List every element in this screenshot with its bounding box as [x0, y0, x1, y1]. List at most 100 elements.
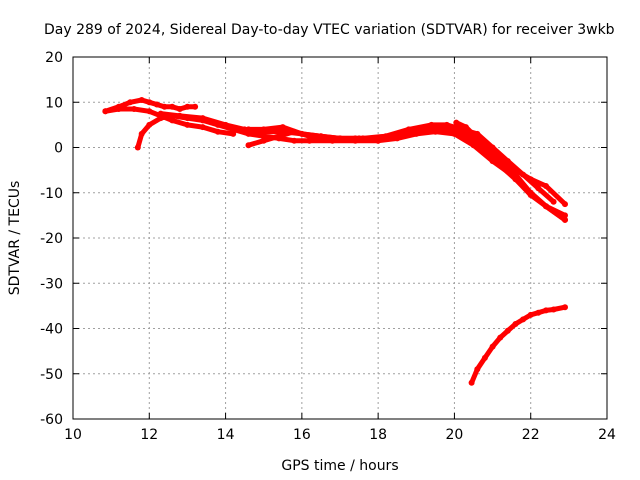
x-tick-label: 18: [369, 427, 387, 443]
x-tick-labels: 10 12 14 16 18 20 22 24: [64, 427, 616, 443]
data-point: [138, 97, 145, 103]
x-tick-label: 12: [140, 427, 158, 443]
data-point: [485, 149, 492, 155]
data-point: [428, 121, 435, 128]
y-tick-label: -10: [40, 186, 63, 202]
data-point: [562, 201, 568, 208]
data-point: [520, 316, 527, 323]
data-point: [550, 198, 557, 205]
data-point: [543, 203, 549, 210]
x-tick-label: 20: [446, 427, 464, 443]
series-track-g: [453, 119, 568, 223]
chart-title: Day 289 of 2024, Sidereal Day-to-day VTE…: [44, 22, 615, 38]
data-point: [527, 311, 534, 318]
data-point: [481, 354, 488, 361]
data-point: [543, 307, 549, 314]
series-line: [246, 122, 557, 205]
x-tick-label: 22: [522, 427, 540, 443]
data-point: [222, 121, 229, 128]
data-point: [462, 124, 469, 131]
series-line: [469, 304, 568, 386]
data-point: [359, 135, 366, 142]
data-point: [153, 101, 160, 108]
y-tick-label: -50: [40, 367, 63, 383]
x-tick-label: 14: [217, 427, 235, 443]
data-point: [279, 124, 286, 131]
data-point: [562, 304, 568, 311]
data-point: [489, 343, 496, 350]
data-point: [489, 144, 496, 151]
y-tick-label: -60: [40, 412, 63, 428]
data-point: [543, 183, 549, 189]
y-tick-label: 0: [54, 141, 63, 157]
data-point: [199, 115, 206, 122]
data-point: [443, 121, 450, 128]
data-point: [527, 189, 534, 196]
series-track-h: [468, 304, 568, 386]
data-point: [474, 366, 481, 373]
data-point: [214, 128, 221, 135]
data-point: [550, 306, 557, 313]
data-point: [199, 124, 206, 131]
data-point: [245, 126, 252, 133]
x-axis-label: GPS time / hours: [281, 458, 398, 474]
data-point: [134, 144, 141, 151]
data-point: [405, 126, 412, 133]
y-tick-label: -30: [40, 276, 63, 292]
data-point: [520, 171, 527, 178]
data-point: [157, 110, 164, 117]
y-tick-labels: -60 -50 -40 -30 -20 -10 0 10 20: [40, 50, 63, 428]
data-point: [138, 130, 145, 137]
data-point: [169, 103, 176, 110]
axis-ticks: [72, 56, 608, 420]
data-point: [146, 121, 153, 128]
data-point: [504, 327, 511, 334]
data-point: [453, 119, 460, 126]
data-point: [474, 135, 481, 142]
y-axis-label: SDTVAR / TECUs: [7, 181, 23, 296]
data-point: [169, 117, 176, 124]
data-point: [382, 133, 389, 140]
data-point: [468, 379, 475, 386]
data-point: [535, 309, 542, 316]
data-point: [176, 112, 183, 119]
data-point: [102, 108, 109, 115]
data-point: [535, 185, 542, 192]
data-point: [184, 121, 191, 128]
data-point: [562, 216, 568, 223]
data-point: [157, 115, 164, 122]
data-point: [161, 103, 168, 110]
data-point: [276, 133, 282, 140]
data-point: [291, 137, 298, 144]
data-point: [260, 137, 267, 144]
data-point: [192, 103, 199, 110]
data-point: [115, 106, 122, 112]
x-tick-label: 24: [598, 427, 616, 443]
y-tick-label: 20: [45, 50, 63, 66]
data-point: [504, 158, 511, 165]
data-point: [497, 334, 504, 341]
data-point: [131, 106, 137, 112]
data-point: [306, 137, 313, 144]
x-tick-label: 16: [293, 427, 311, 443]
data-point: [127, 99, 134, 106]
data-series: [102, 97, 568, 386]
data-point: [184, 103, 191, 110]
x-tick-label: 10: [64, 427, 82, 443]
y-tick-label: 10: [45, 95, 63, 111]
data-point: [298, 130, 305, 137]
data-point: [512, 171, 519, 178]
data-point: [512, 321, 519, 327]
y-tick-label: -20: [40, 231, 63, 247]
data-point: [337, 135, 343, 142]
grid-lines: [73, 57, 607, 419]
data-point: [497, 158, 504, 165]
data-point: [146, 99, 153, 106]
data-point: [176, 106, 183, 112]
data-point: [317, 133, 324, 140]
data-point: [245, 142, 252, 149]
data-point: [146, 108, 153, 115]
data-point: [260, 126, 267, 133]
y-tick-label: -40: [40, 322, 63, 338]
